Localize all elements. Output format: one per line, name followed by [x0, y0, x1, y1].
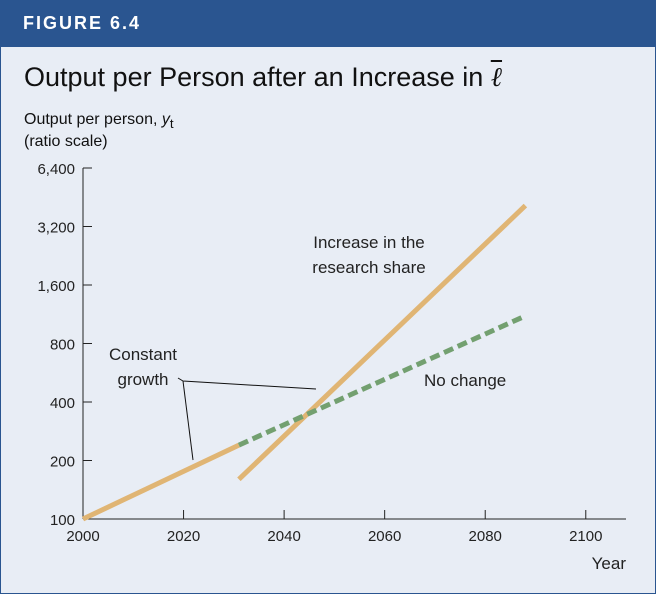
- chart-title-text: Output per Person after an Increase in: [24, 62, 484, 92]
- y-tick-label: 100: [50, 512, 75, 529]
- y-tick-label: 3,200: [37, 220, 75, 237]
- x-tick-label: 2020: [167, 528, 200, 545]
- callout-line-upper: [177, 377, 317, 390]
- series-line-constant: [81, 442, 240, 522]
- x-tick-label: 2000: [66, 528, 99, 545]
- y-axis-variable: y: [161, 111, 170, 128]
- figure-banner: FIGURE 6.4: [1, 1, 655, 47]
- annotation-constant-line1: Constant: [109, 345, 177, 364]
- x-tick-label: 2060: [368, 528, 401, 545]
- y-tick-label: 400: [50, 395, 75, 412]
- annotation-increase-line2: research share: [312, 258, 425, 277]
- research-share-symbol: ℓ: [490, 62, 503, 93]
- constant-growth-callouts: [177, 377, 317, 461]
- y-tick-label: 1,600: [37, 278, 75, 295]
- y-tick-label: 200: [50, 454, 75, 471]
- y-axis-label-text: Output per person,: [24, 111, 158, 128]
- x-axis-title: Year: [592, 554, 627, 573]
- y-axis-label: Output per person, yt: [24, 111, 174, 131]
- y-tick-label: 6,400: [37, 161, 75, 178]
- y-tick-label: 800: [50, 337, 75, 354]
- chart-series: [81, 203, 528, 522]
- annotation-increase-line1: Increase in the: [313, 233, 425, 252]
- figure-label: FIGURE 6.4: [23, 13, 142, 33]
- y-axis-scale-note: (ratio scale): [24, 133, 108, 150]
- x-tick-label: 2100: [569, 528, 602, 545]
- annotation-constant-line2: growth: [117, 370, 168, 389]
- annotation-no-change: No change: [424, 371, 506, 390]
- callout-line-lower: [182, 380, 194, 461]
- series-line-nochange: [237, 313, 527, 448]
- y-axis-subscript: t: [169, 116, 174, 132]
- x-tick-label: 2040: [267, 528, 300, 545]
- chart-title: Output per Person after an Increase in ℓ: [24, 62, 502, 93]
- series-line-increase: [237, 203, 528, 482]
- chart-axes: 100 200 400 800 1,600 3,200 6,400 2000 2020 2040 2…: [37, 161, 626, 545]
- x-tick-label: 2080: [469, 528, 502, 545]
